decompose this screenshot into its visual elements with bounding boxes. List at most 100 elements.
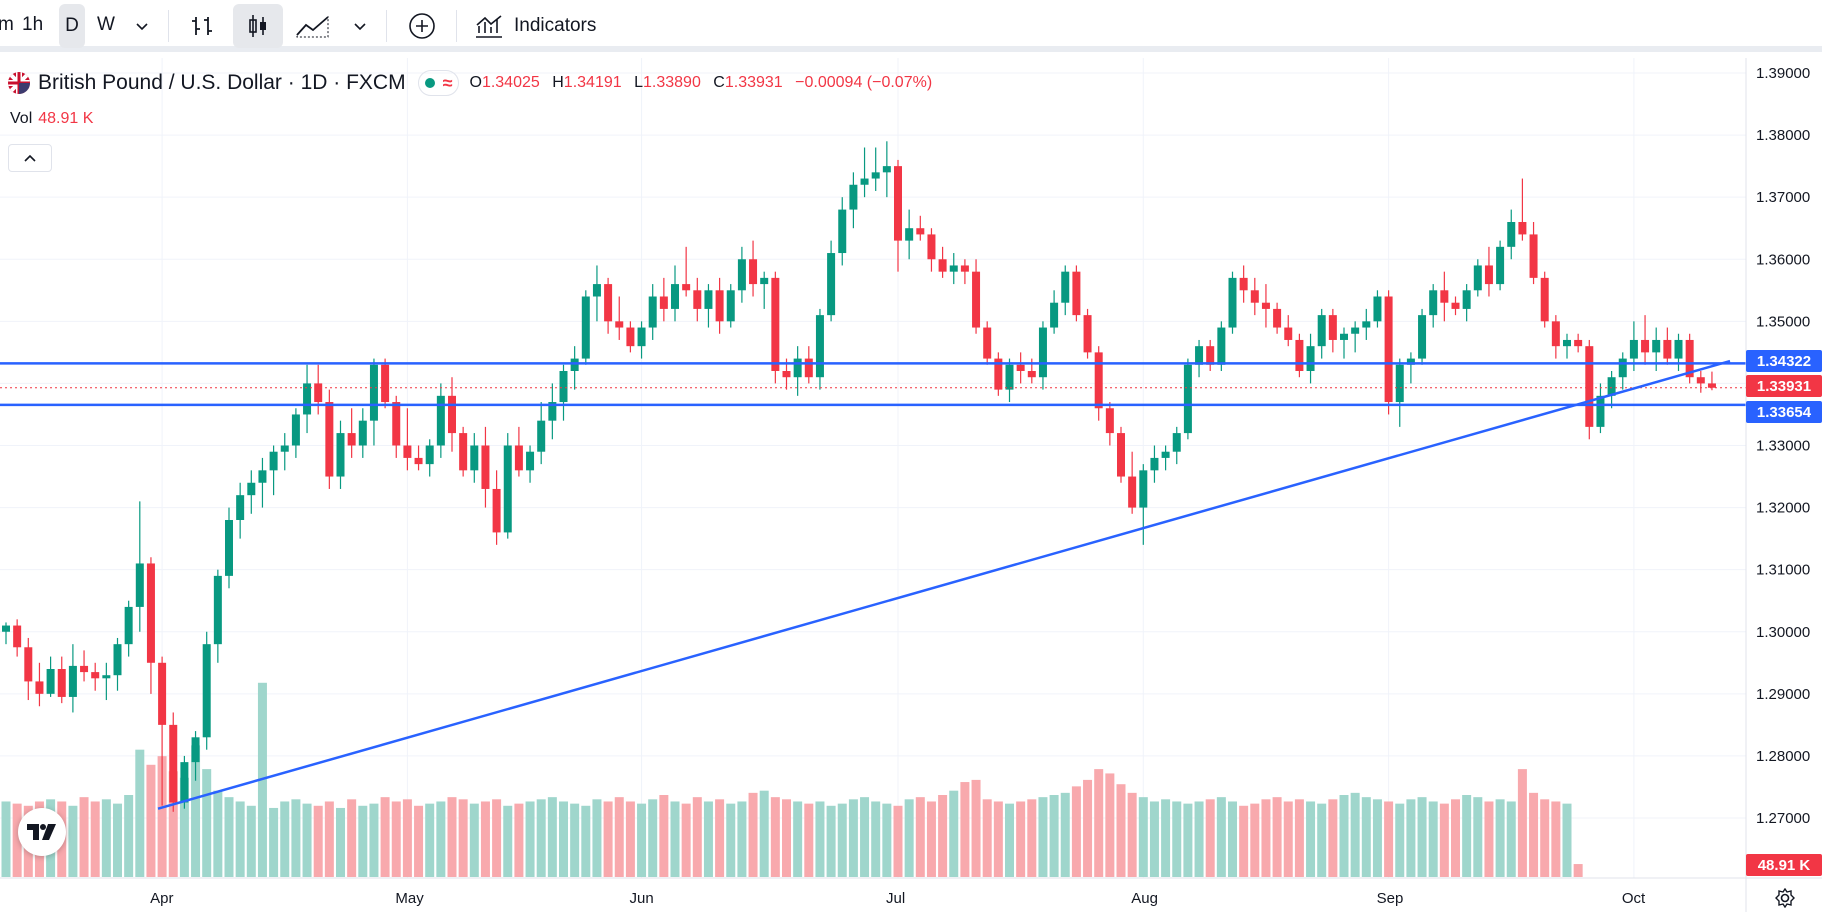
candle-body xyxy=(804,358,813,378)
volume-bar xyxy=(1439,803,1449,877)
price-tag-upper-line[interactable]: 1.34322 xyxy=(1746,350,1822,372)
candle-body xyxy=(1440,290,1449,303)
candle-body xyxy=(760,277,769,285)
candle-body xyxy=(1607,377,1616,396)
volume-bar xyxy=(1339,795,1349,877)
price-axis xyxy=(1746,58,1822,912)
volume-bar xyxy=(1451,799,1460,877)
volume-bar xyxy=(1495,799,1505,877)
indicators-button[interactable]: Indicators xyxy=(474,4,630,48)
volume-bar xyxy=(269,807,279,877)
volume-bar xyxy=(1317,803,1327,877)
volume-bar xyxy=(480,801,490,877)
volume-bar xyxy=(681,803,691,877)
chart-style-chevron-down-icon[interactable] xyxy=(348,4,372,48)
volume-bar xyxy=(1428,801,1438,877)
candle-body xyxy=(604,284,613,322)
price-chart[interactable]: 1.39000 1.38000 1.37000 1.36000 1.35000 1.340… xyxy=(0,58,1822,912)
settings-gear-icon[interactable] xyxy=(1775,887,1795,912)
interval-weekly[interactable]: W xyxy=(97,14,115,35)
volume-bar xyxy=(146,764,156,877)
volume-bar xyxy=(202,769,212,877)
candle-body xyxy=(1507,222,1516,247)
candle-body xyxy=(347,433,356,446)
collapse-legend-button[interactable] xyxy=(8,144,52,172)
volume-bar xyxy=(581,805,591,877)
volume-bar xyxy=(915,797,925,877)
candle-body xyxy=(1228,277,1237,328)
volume-bar xyxy=(1127,792,1137,877)
candle-body xyxy=(849,184,858,210)
candle-body xyxy=(236,495,245,520)
candle-body xyxy=(1574,339,1583,347)
interval-1h[interactable]: 1h xyxy=(22,14,44,35)
candle-body xyxy=(258,470,267,483)
candle-body xyxy=(436,395,445,446)
volume-bar xyxy=(692,797,702,877)
volume-bar xyxy=(1116,784,1126,877)
compare-add-icon[interactable] xyxy=(404,4,440,48)
volume-bar xyxy=(1027,799,1037,877)
candle-body xyxy=(225,520,233,576)
volume-bar xyxy=(1194,801,1204,877)
candle-body xyxy=(80,665,89,673)
tradingview-logo[interactable] xyxy=(18,808,66,856)
volume-bar xyxy=(960,782,970,877)
candle-body xyxy=(325,402,334,477)
time-tick-label: Jul xyxy=(886,890,905,907)
candle-chart-style-icon[interactable] xyxy=(233,4,283,48)
volume-bar xyxy=(1573,864,1583,877)
volume-bar xyxy=(224,797,234,877)
candle-body xyxy=(749,259,758,285)
volume-bar xyxy=(614,797,624,877)
candle-body xyxy=(91,672,100,679)
volume-bar xyxy=(715,799,725,877)
volume-bar xyxy=(1250,803,1260,877)
interval-minute[interactable]: m xyxy=(0,14,14,35)
volume-bar xyxy=(113,803,122,877)
close-value: 1.33931 xyxy=(724,74,783,91)
candle-body xyxy=(983,327,992,359)
volume-tag: 48.91 K xyxy=(1746,854,1822,876)
bar-chart-style-icon[interactable] xyxy=(185,4,221,48)
area-chart-style-icon[interactable] xyxy=(292,4,334,48)
candle-body xyxy=(381,364,390,403)
candle-body xyxy=(1551,321,1560,347)
volume-bar xyxy=(770,797,780,877)
open-value: 1.34025 xyxy=(481,74,540,91)
candle-body xyxy=(247,482,256,496)
volume-bar xyxy=(380,797,390,877)
candle-body xyxy=(1462,290,1471,309)
market-status-pill[interactable]: ≈ xyxy=(417,70,460,96)
volume-bar xyxy=(1071,786,1081,877)
candle-body xyxy=(860,178,869,185)
interval-dropdown-chevron-down-icon[interactable] xyxy=(130,4,154,48)
candle-body xyxy=(1261,302,1270,309)
candle-body xyxy=(570,358,579,371)
price-tag-lower-line[interactable]: 1.33654 xyxy=(1746,401,1822,423)
candle-body xyxy=(916,228,925,235)
volume-bar xyxy=(1272,797,1282,877)
candle-body xyxy=(1484,265,1493,285)
candle-body xyxy=(1618,358,1627,378)
candle-body xyxy=(815,315,824,378)
candle-body xyxy=(1061,271,1070,303)
volume-bar xyxy=(179,777,189,877)
volume-bar xyxy=(603,801,613,877)
candle-body xyxy=(369,364,378,421)
price-tick-label: 1.30000 xyxy=(1756,624,1810,641)
price-tick-label: 1.31000 xyxy=(1756,562,1810,579)
volume-bar xyxy=(726,803,736,877)
volume-bar xyxy=(592,799,602,877)
volume-bar xyxy=(1016,801,1026,877)
volume-bar xyxy=(804,803,814,877)
delayed-data-icon: ≈ xyxy=(442,73,453,93)
volume-bar xyxy=(1484,801,1494,877)
volume-bar xyxy=(1149,801,1159,877)
candle-body xyxy=(1239,277,1248,291)
volume-bar xyxy=(12,803,22,877)
interval-daily[interactable]: D xyxy=(59,4,85,48)
symbol-title[interactable]: British Pound / U.S. Dollar · 1D · FXCM xyxy=(38,71,406,94)
candle-body xyxy=(938,259,947,272)
candle-body xyxy=(124,606,133,645)
